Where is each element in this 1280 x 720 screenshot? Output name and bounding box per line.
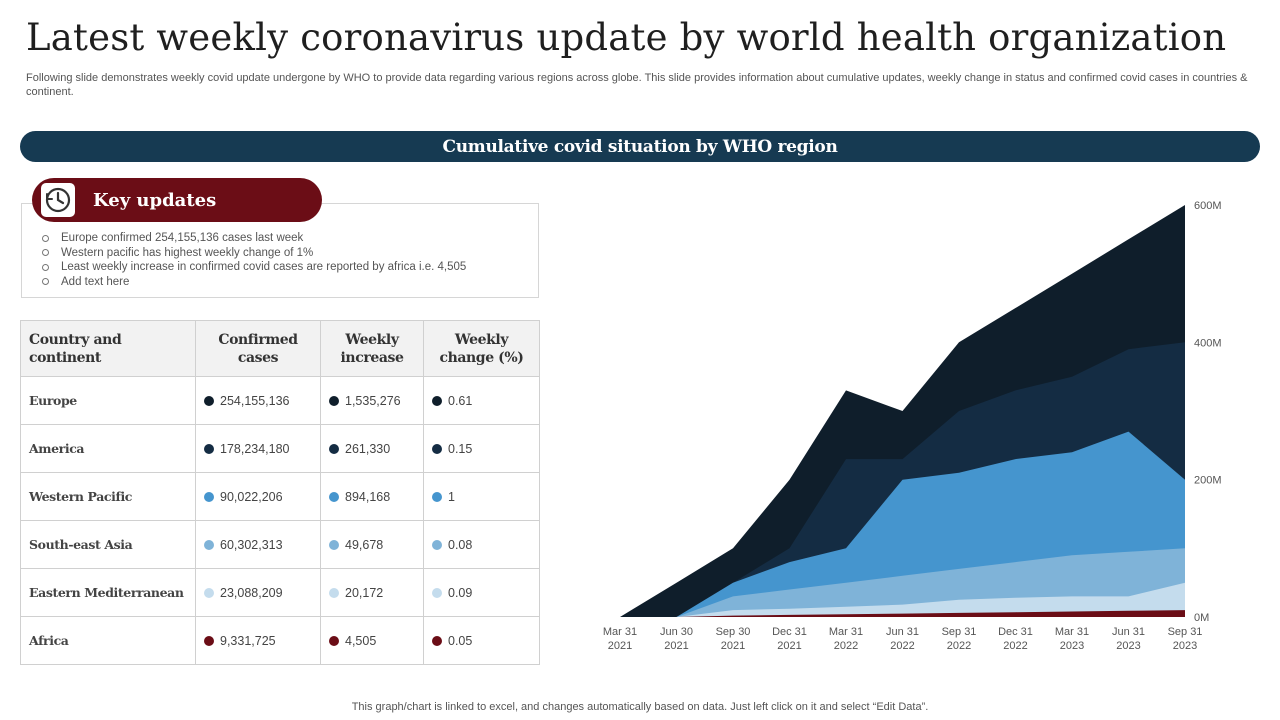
cell-confirmed: 178,234,180 <box>195 424 321 473</box>
key-updates-header: Key updates <box>32 178 322 222</box>
cell-change: 0.08 <box>423 520 540 569</box>
x-tick-label: Mar 31 2021 <box>603 626 637 652</box>
cell-region: Western Pacific <box>20 472 196 521</box>
area-chart: 0M 200M 400M 600M Mar 31 2021 Jun 30 2021 Sep 30… <box>590 190 1240 660</box>
clock-icon <box>41 183 75 217</box>
x-tick-label: Mar 31 2022 <box>829 626 863 652</box>
legend-dot <box>432 491 442 502</box>
cell-confirmed: 23,088,209 <box>195 568 321 617</box>
x-tick-label: Dec 31 2021 <box>772 626 807 652</box>
page-subtitle: Following slide demonstrates weekly covi… <box>26 72 1248 98</box>
cell-increase: 261,330 <box>320 424 424 473</box>
legend-dot <box>204 395 214 406</box>
key-updates-title: Key updates <box>93 189 217 211</box>
legend-dot <box>204 539 214 550</box>
series-area-africa <box>620 610 1185 617</box>
cell-change: 1 <box>423 472 540 521</box>
list-item: Europe confirmed 254,155,136 cases last … <box>42 231 466 246</box>
key-updates-list: Europe confirmed 254,155,136 cases last … <box>42 231 466 289</box>
legend-dot <box>432 539 442 550</box>
cell-increase: 894,168 <box>320 472 424 521</box>
cell-region: Africa <box>20 616 196 665</box>
x-tick-label: Sep 30 2021 <box>716 626 751 652</box>
footer-note: This graph/chart is linked to excel, and… <box>351 701 929 713</box>
y-tick-label: 600M <box>1194 200 1222 212</box>
legend-dot <box>329 539 339 550</box>
x-tick-label: Dec 31 2022 <box>998 626 1033 652</box>
area-chart-svg: 0M 200M 400M 600M Mar 31 2021 Jun 30 2021 Sep 30… <box>603 200 1222 652</box>
table-header-row: Country and continent Confirmed cases We… <box>20 320 540 377</box>
legend-dot <box>432 587 442 598</box>
table-row: Eastern Mediterranean 23,088,209 20,172 0.0… <box>20 568 540 617</box>
cell-region: America <box>20 424 196 473</box>
x-tick-label: Sep 31 2023 <box>1168 626 1203 652</box>
cell-confirmed: 60,302,313 <box>195 520 321 569</box>
cell-increase: 20,172 <box>320 568 424 617</box>
y-tick-label: 200M <box>1194 475 1222 487</box>
section-banner: Cumulative covid situation by WHO region <box>20 131 1260 162</box>
legend-dot <box>204 443 214 454</box>
legend-dot <box>432 395 442 406</box>
page-title: Latest weekly coronavirus update by worl… <box>26 16 1227 59</box>
legend-dot <box>432 443 442 454</box>
cell-region: Europe <box>20 376 196 425</box>
y-tick-label: 400M <box>1194 337 1222 349</box>
cell-change: 0.05 <box>423 616 540 665</box>
cell-region: South-east Asia <box>20 520 196 569</box>
x-tick-label: Jun 30 2021 <box>660 626 693 652</box>
series-area-eastern-mediterranean <box>620 582 1185 617</box>
legend-dot <box>329 491 339 502</box>
cell-change: 0.15 <box>423 424 540 473</box>
cell-confirmed: 254,155,136 <box>195 376 321 425</box>
legend-dot <box>204 491 214 502</box>
table-row: Europe 254,155,136 1,535,276 0.61 <box>20 376 540 425</box>
cell-confirmed: 90,022,206 <box>195 472 321 521</box>
col-header-change: Weekly change (%) <box>423 320 540 377</box>
cell-confirmed: 9,331,725 <box>195 616 321 665</box>
table-row: Western Pacific 90,022,206 894,168 1 <box>20 472 540 521</box>
x-tick-label: Jun 31 2022 <box>886 626 919 652</box>
col-header-country: Country and continent <box>20 320 196 377</box>
legend-dot <box>329 443 339 454</box>
legend-dot <box>204 587 214 598</box>
x-tick-label: Mar 31 2023 <box>1055 626 1089 652</box>
col-header-confirmed: Confirmed cases <box>195 320 321 377</box>
table-row: America 178,234,180 261,330 0.15 <box>20 424 540 473</box>
legend-dot <box>329 395 339 406</box>
cell-increase: 49,678 <box>320 520 424 569</box>
cell-change: 0.61 <box>423 376 540 425</box>
cell-increase: 1,535,276 <box>320 376 424 425</box>
list-item: Add text here <box>42 275 466 290</box>
cell-change: 0.09 <box>423 568 540 617</box>
legend-dot <box>329 635 339 646</box>
list-item: Least weekly increase in confirmed covid… <box>42 260 466 275</box>
table-row: South-east Asia 60,302,313 49,678 0.08 <box>20 520 540 569</box>
cell-region: Eastern Mediterranean <box>20 568 196 617</box>
cell-increase: 4,505 <box>320 616 424 665</box>
legend-dot <box>432 635 442 646</box>
table-row: Africa 9,331,725 4,505 0.05 <box>20 616 540 665</box>
list-item: Western pacific has highest weekly chang… <box>42 246 466 261</box>
section-banner-label: Cumulative covid situation by WHO region <box>442 136 838 157</box>
x-tick-label: Sep 31 2022 <box>942 626 977 652</box>
legend-dot <box>204 635 214 646</box>
col-header-increase: Weekly increase <box>320 320 424 377</box>
x-tick-label: Jun 31 2023 <box>1112 626 1145 652</box>
legend-dot <box>329 587 339 598</box>
y-tick-label: 0M <box>1194 612 1209 624</box>
region-table: Country and continent Confirmed cases We… <box>20 320 540 665</box>
